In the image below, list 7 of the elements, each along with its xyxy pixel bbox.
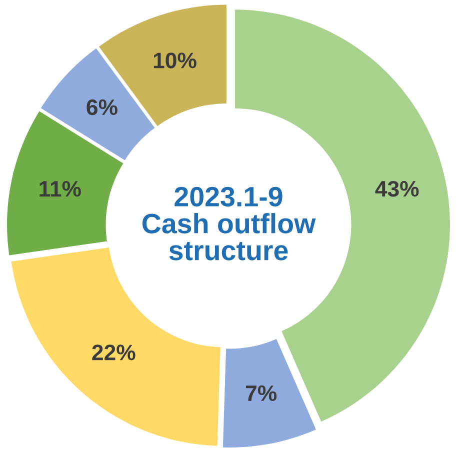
data-label: 22%: [92, 344, 136, 360]
data-label: 10%: [154, 52, 196, 68]
data-label: 7%: [246, 385, 277, 402]
data-label: 6%: [86, 99, 118, 116]
data-label: 11%: [40, 181, 81, 197]
text: 2023.1-9 Cash outflow structure: [142, 186, 316, 260]
data-label: 43%: [375, 180, 419, 197]
